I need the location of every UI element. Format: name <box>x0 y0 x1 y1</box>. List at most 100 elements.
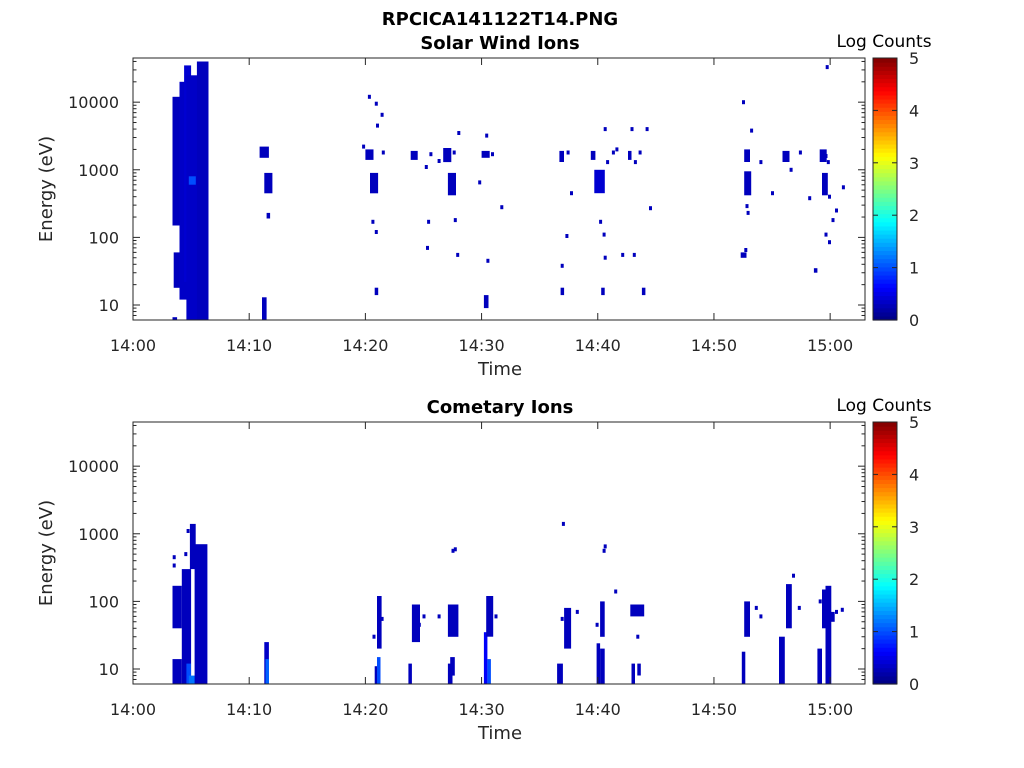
data-point <box>633 160 637 165</box>
data-cell <box>374 666 379 684</box>
data-point <box>824 232 828 237</box>
data-point <box>491 152 494 157</box>
data-point <box>172 555 176 560</box>
data-point <box>424 165 428 169</box>
colorbar-segment <box>873 647 897 652</box>
y-tick-label: 1000 <box>78 161 119 180</box>
colorbar-segment <box>873 671 897 677</box>
data-cell <box>447 604 459 637</box>
colorbar-segment <box>873 667 897 673</box>
colorbar-segment <box>873 528 897 534</box>
data-point <box>603 127 607 132</box>
colorbar-segment <box>873 651 897 656</box>
colorbar-segment <box>873 536 897 542</box>
x-tick-label: 14:00 <box>110 700 156 719</box>
colorbar-segment <box>873 103 897 108</box>
solar-wind-ticks: 14:00 14:10 14:20 14:30 14:40 14:50 15:00 10 100… <box>68 58 865 355</box>
data-cell <box>637 663 641 676</box>
data-point <box>565 234 569 238</box>
data-point <box>371 219 375 224</box>
data-point <box>453 547 457 552</box>
colorbar-segment <box>873 630 897 636</box>
solar-wind-colorbar: 0 1 2 3 4 5 <box>872 49 919 330</box>
y-tick-label: 100 <box>88 592 119 611</box>
colorbar-tick-label: 0 <box>909 675 919 694</box>
data-point <box>841 185 845 190</box>
colorbar-segment <box>873 258 897 264</box>
colorbar-segment <box>873 520 897 525</box>
data-cell <box>266 212 271 219</box>
data-point <box>630 127 634 132</box>
colorbar-segment <box>873 311 897 317</box>
colorbar-segment <box>873 434 897 439</box>
colorbar-segment <box>873 254 897 260</box>
colorbar-segment <box>873 675 897 681</box>
colorbar-segment <box>873 62 897 67</box>
data-point <box>818 599 822 604</box>
colorbar-tick-label: 4 <box>909 465 919 484</box>
data-point <box>825 65 829 70</box>
solar-wind-y-axis-title: Energy (eV) <box>36 136 57 242</box>
colorbar-segment <box>873 119 897 125</box>
data-cell <box>179 81 187 300</box>
data-point <box>417 622 421 627</box>
colorbar-segment <box>873 454 897 460</box>
data-cell <box>186 75 198 320</box>
colorbar-segment <box>873 598 897 603</box>
data-cell <box>377 596 382 649</box>
colorbar-segment <box>873 131 897 137</box>
colorbar-segment <box>873 123 897 129</box>
data-point <box>602 548 606 553</box>
data-cell <box>817 648 822 684</box>
data-point <box>771 191 774 196</box>
colorbar-segment <box>873 139 897 145</box>
colorbar-segment <box>873 507 897 513</box>
colorbar-segment <box>873 234 897 239</box>
colorbar-segment <box>873 471 897 476</box>
data-cell <box>594 169 605 194</box>
data-cell <box>196 61 209 320</box>
data-point <box>798 150 802 155</box>
data-cell <box>483 632 488 684</box>
data-cell <box>822 172 828 196</box>
colorbar-segment <box>873 614 897 620</box>
colorbar-segment <box>873 442 897 448</box>
colorbar-segment <box>873 86 897 92</box>
data-cell <box>822 589 827 629</box>
colorbar-segment <box>873 90 897 96</box>
solar-wind-colorbar-title: Log Counts <box>836 32 931 52</box>
colorbar-segment <box>873 622 897 628</box>
data-cell <box>744 149 750 162</box>
data-point <box>453 218 457 223</box>
colorbar-frame <box>872 421 898 685</box>
data-cell <box>786 584 792 629</box>
cometary-axes-box <box>132 421 866 685</box>
data-cell <box>630 604 645 617</box>
data-point <box>835 208 838 213</box>
data-cell <box>744 171 752 196</box>
colorbar-segment <box>873 577 897 583</box>
colorbar-segment <box>873 516 897 521</box>
data-cell <box>483 295 489 309</box>
data-cell <box>813 268 818 273</box>
data-cell <box>189 523 196 570</box>
colorbar-segment <box>873 548 897 554</box>
colorbar-segment <box>873 606 897 611</box>
colorbar-segment <box>873 58 897 63</box>
colorbar-segment <box>873 307 897 313</box>
colorbar-segment <box>873 213 897 219</box>
colorbar-segment <box>873 626 897 632</box>
data-point <box>831 218 835 223</box>
data-cell <box>782 150 790 162</box>
colorbar-segment <box>873 618 897 624</box>
colorbar-segment <box>873 663 897 669</box>
data-cell <box>194 544 208 684</box>
colorbar-segment <box>873 438 897 444</box>
colorbar-segment <box>873 262 897 268</box>
data-point <box>797 605 801 610</box>
data-cell <box>830 611 835 622</box>
colorbar-segment <box>873 589 897 595</box>
figure-title: RPCICA141122T14.PNG <box>382 9 618 30</box>
colorbar-segment <box>873 168 897 174</box>
data-point <box>452 150 456 155</box>
